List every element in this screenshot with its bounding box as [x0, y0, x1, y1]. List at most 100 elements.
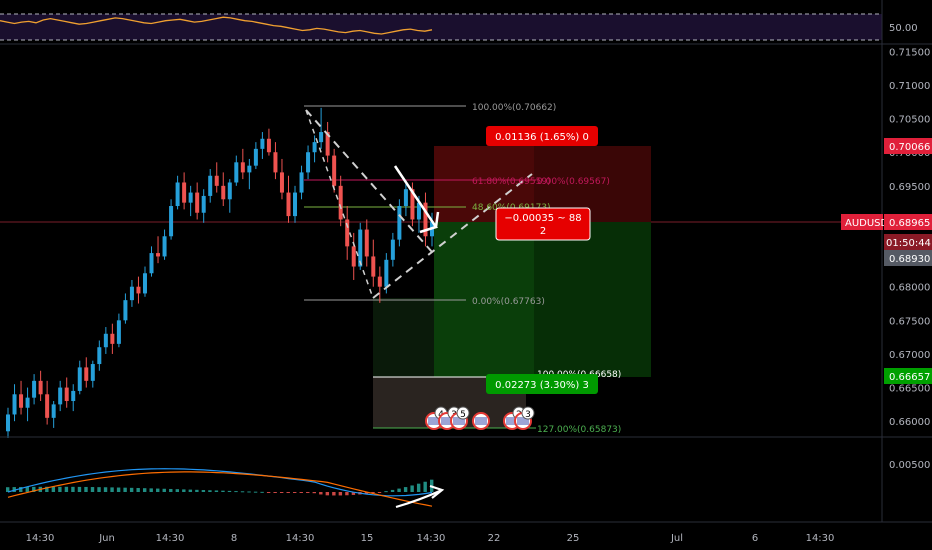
time-axis-tick: 14:30: [806, 533, 835, 544]
candle-body: [371, 256, 376, 277]
macd-bar: [110, 487, 114, 492]
macd-bar: [227, 490, 232, 492]
macd-signal-line: [7, 471, 433, 507]
macd-bar: [319, 492, 323, 495]
fib-label: 127.00%(0.65873): [537, 425, 621, 435]
event-badge[interactable]: 5: [456, 406, 470, 420]
trend-line-upper: [305, 109, 433, 253]
candle-body: [299, 172, 304, 193]
event-badge-label: 5: [460, 410, 466, 420]
candle-body: [84, 367, 89, 381]
rsi-panel[interactable]: 50.00: [0, 13, 918, 41]
candle-body: [416, 202, 421, 220]
macd-bar: [416, 483, 421, 492]
entry-bubble[interactable]: −0.00035 ~ 88 2: [495, 207, 591, 241]
trend-drawings[interactable]: [305, 109, 533, 299]
candle-body: [266, 138, 271, 153]
candle-body: [260, 138, 265, 149]
candle-body: [6, 414, 10, 432]
candle-body: [71, 390, 76, 402]
history-zone: [373, 298, 434, 377]
candle-body: [123, 300, 128, 321]
event-flag-icon[interactable]: [472, 412, 490, 430]
candle-body: [338, 185, 343, 220]
candle-body: [214, 175, 219, 186]
time-axis[interactable]: 14:30 Jun 14:30 8 14:30 15 14:30 22 25 Jul 6 14:30: [26, 533, 835, 544]
macd-bar: [423, 481, 427, 492]
macd-panel[interactable]: 0.00500: [6, 460, 930, 509]
trend-line-short: [305, 109, 374, 299]
macd-bar: [116, 487, 121, 492]
candle-body: [364, 229, 369, 257]
macd-bar: [12, 487, 16, 492]
macd-bar: [384, 491, 388, 493]
price-tag-label: 0.68965: [889, 218, 930, 229]
macd-bar: [77, 486, 82, 492]
macd-bar: [377, 492, 382, 493]
candle-body: [25, 397, 30, 408]
macd-bar: [410, 485, 414, 492]
macd-bar: [397, 488, 401, 492]
macd-bar: [286, 492, 290, 493]
macd-bar: [234, 491, 238, 493]
price-tag-target: 0.66657: [884, 368, 932, 384]
time-axis-tick: 14:30: [417, 533, 446, 544]
price-tags: 0.70066 AUDUSD 0.68965 01:50:44 0.68930 …: [841, 138, 932, 384]
target-bubble[interactable]: 0.02273 (3.30%) 3: [486, 374, 598, 394]
event-badge[interactable]: 3: [521, 406, 535, 420]
macd-bar: [19, 486, 23, 492]
macd-histogram: [6, 479, 434, 496]
macd-bar: [260, 491, 264, 493]
economic-events[interactable]: 4 3 5 2 3: [425, 406, 535, 430]
macd-bar: [156, 488, 160, 492]
time-axis-tick: 14:30: [286, 533, 315, 544]
candle-body: [208, 175, 213, 196]
candles: [6, 107, 434, 438]
stop-bubble-label: 0.01136 (1.65%) 0: [495, 132, 589, 143]
macd-bar: [299, 492, 303, 493]
macd-bar: [306, 492, 310, 493]
candle-body: [410, 189, 415, 220]
macd-bar: [279, 492, 284, 493]
macd-bar: [123, 487, 127, 492]
price-tag-stop: 0.70066: [884, 138, 932, 154]
time-axis-tick: 6: [752, 533, 758, 544]
macd-bar: [214, 490, 219, 492]
macd-bar: [390, 489, 395, 492]
candle-body: [19, 394, 24, 408]
time-axis-tick: 22: [488, 533, 501, 544]
macd-bar: [195, 489, 199, 492]
stop-bubble[interactable]: 0.01136 (1.65%) 0: [486, 126, 598, 146]
candle-body: [351, 246, 356, 267]
price-tag-label: 0.70066: [889, 142, 930, 153]
macd-bar: [345, 492, 349, 496]
price-pane[interactable]: 100.00%(0.70662) 61.80%(0.69559) 0.00%(0…: [0, 103, 882, 438]
entry-bubble-line2: 2: [540, 226, 546, 237]
candle-body: [397, 206, 402, 240]
price-axis-tick: 0.67000: [889, 350, 930, 361]
candle-body: [136, 286, 141, 294]
candle-body: [175, 182, 180, 207]
candle-body: [182, 182, 187, 203]
macd-bar: [253, 491, 258, 493]
macd-bar: [403, 487, 408, 492]
macd-bar: [136, 488, 140, 492]
macd-bar: [351, 492, 356, 495]
price-axis-tick: 0.67500: [889, 316, 930, 327]
fib-label: 0.00%(0.69567): [537, 177, 610, 187]
macd-bar: [142, 488, 147, 492]
candle-body: [64, 387, 69, 402]
time-axis-tick: 15: [361, 533, 374, 544]
trend-line-lower: [372, 173, 533, 299]
time-axis-tick: Jun: [98, 533, 115, 544]
countdown-label: 01:50:44: [886, 238, 931, 249]
event-badge-label: 3: [525, 410, 531, 420]
macd-bar: [240, 491, 245, 493]
macd-bar: [266, 492, 271, 493]
macd-bar: [371, 492, 375, 494]
candle-body: [201, 195, 206, 213]
price-axis-tick: 0.66500: [889, 384, 930, 395]
macd-bar: [32, 486, 36, 492]
entry-bubble-line1: −0.00035 ~ 88: [504, 213, 581, 224]
